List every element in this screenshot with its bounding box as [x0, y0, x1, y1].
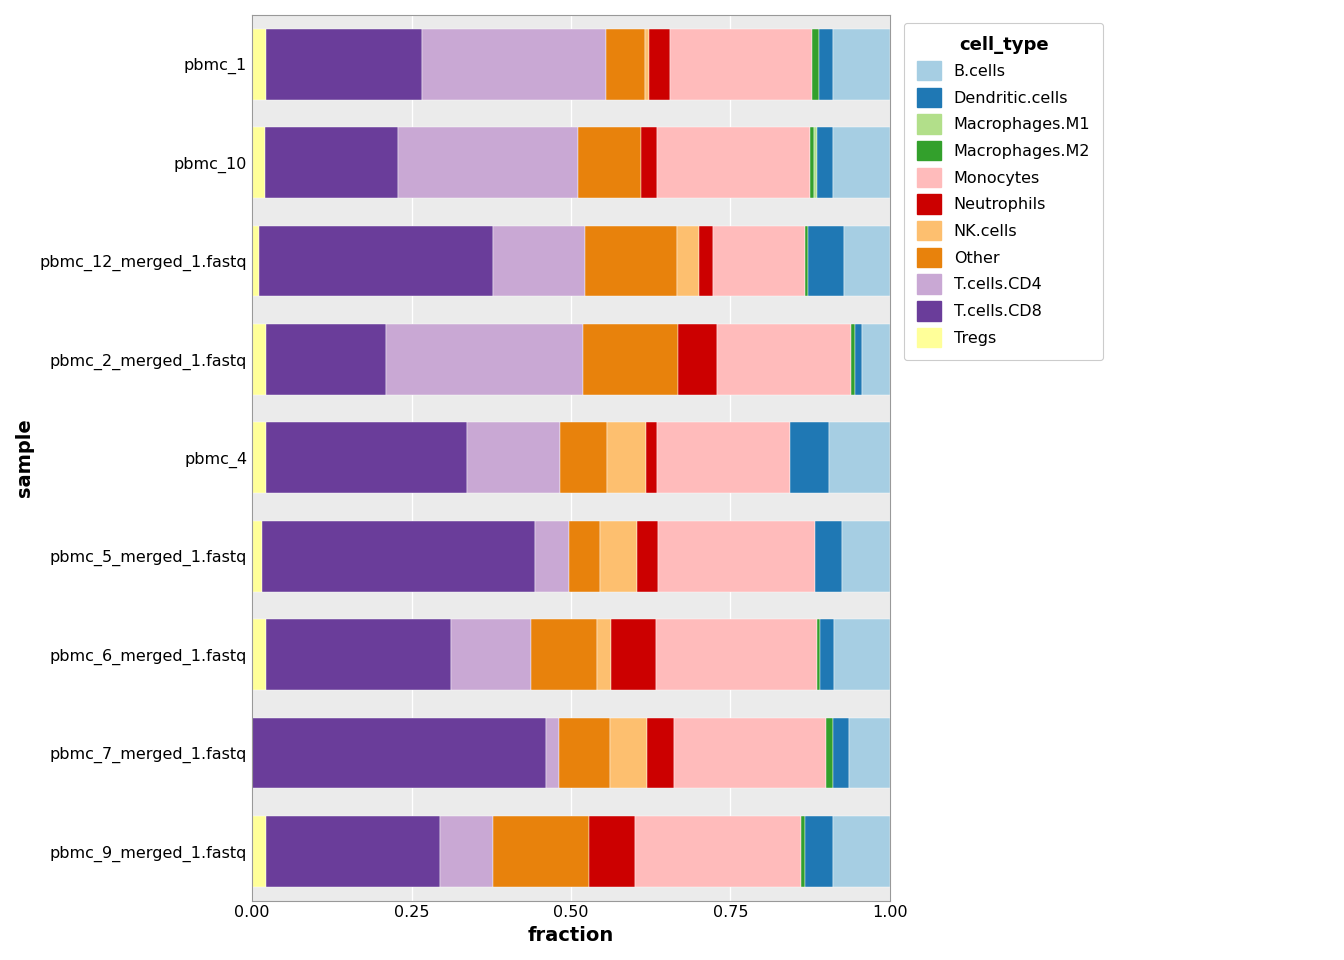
Bar — [673, 717, 825, 788]
Bar — [259, 226, 493, 297]
Bar — [535, 520, 570, 591]
Bar — [266, 29, 422, 100]
Bar — [493, 816, 589, 887]
Bar — [646, 717, 673, 788]
Bar — [531, 619, 597, 690]
Bar — [606, 29, 645, 100]
Bar — [583, 324, 679, 395]
Bar — [789, 422, 829, 493]
Bar — [832, 717, 849, 788]
Bar — [266, 422, 468, 493]
Bar — [578, 127, 641, 198]
Bar — [610, 717, 646, 788]
Bar — [656, 619, 817, 690]
Bar — [422, 29, 606, 100]
Bar — [835, 619, 890, 690]
Bar — [641, 127, 657, 198]
Bar — [634, 816, 801, 887]
Bar — [844, 226, 890, 297]
Bar — [386, 324, 583, 395]
Bar — [266, 619, 450, 690]
Bar — [649, 29, 671, 100]
Bar — [439, 816, 493, 887]
Bar — [597, 619, 612, 690]
Bar — [493, 226, 585, 297]
Bar — [699, 226, 712, 297]
Bar — [253, 226, 259, 297]
Bar — [833, 127, 890, 198]
Bar — [450, 619, 531, 690]
Bar — [398, 127, 578, 198]
Bar — [817, 127, 833, 198]
Bar — [253, 816, 266, 887]
Bar — [659, 520, 814, 591]
Bar — [646, 422, 657, 493]
Bar — [612, 619, 656, 690]
Bar — [589, 816, 634, 887]
Bar — [833, 816, 890, 887]
Bar — [657, 422, 789, 493]
Bar — [820, 619, 835, 690]
Bar — [818, 29, 833, 100]
Bar — [559, 717, 610, 788]
Bar — [607, 422, 646, 493]
Bar — [253, 619, 266, 690]
Bar — [657, 127, 810, 198]
Bar — [849, 717, 890, 788]
Bar — [814, 520, 843, 591]
Bar — [801, 816, 805, 887]
Bar — [805, 816, 833, 887]
Bar — [265, 127, 398, 198]
Bar — [805, 226, 808, 297]
Bar — [266, 324, 386, 395]
Bar — [817, 619, 820, 690]
X-axis label: fraction: fraction — [528, 926, 614, 945]
Bar — [585, 226, 677, 297]
Bar — [253, 29, 266, 100]
Y-axis label: sample: sample — [15, 419, 34, 497]
Bar — [599, 520, 637, 591]
Bar — [253, 520, 262, 591]
Bar — [262, 520, 535, 591]
Bar — [637, 520, 659, 591]
Bar — [253, 127, 265, 198]
Bar — [266, 816, 439, 887]
Bar — [570, 520, 599, 591]
Bar — [833, 29, 890, 100]
Bar — [253, 422, 266, 493]
Bar — [645, 29, 649, 100]
Bar — [808, 226, 844, 297]
Bar — [253, 717, 546, 788]
Bar — [677, 226, 699, 297]
Bar — [712, 226, 805, 297]
Bar — [843, 520, 890, 591]
Bar — [671, 29, 812, 100]
Bar — [253, 324, 266, 395]
Bar — [862, 324, 890, 395]
Bar — [813, 127, 817, 198]
Bar — [718, 324, 851, 395]
Bar — [468, 422, 560, 493]
Bar — [812, 29, 818, 100]
Bar — [851, 324, 855, 395]
Bar — [560, 422, 607, 493]
Bar — [825, 717, 832, 788]
Bar — [810, 127, 813, 198]
Bar — [855, 324, 862, 395]
Bar — [829, 422, 890, 493]
Legend: B.cells, Dendritic.cells, Macrophages.M1, Macrophages.M2, Monocytes, Neutrophils: B.cells, Dendritic.cells, Macrophages.M1… — [905, 23, 1103, 360]
Bar — [679, 324, 718, 395]
Bar — [546, 717, 559, 788]
